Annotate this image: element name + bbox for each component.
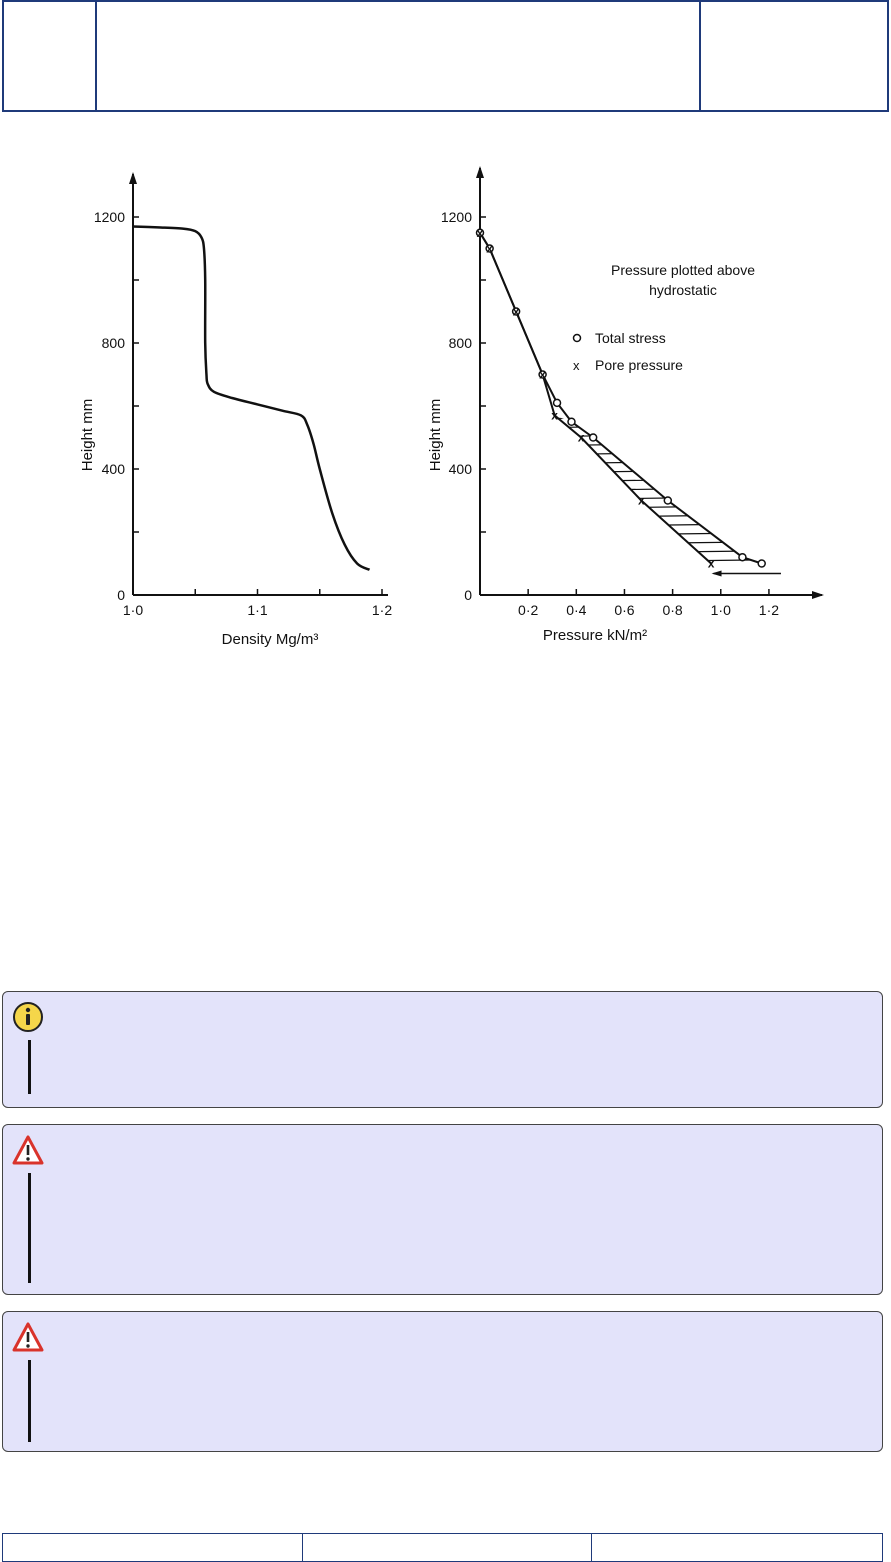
x-tick-label: 0·6: [614, 602, 634, 618]
total-stress-point: [538, 370, 547, 379]
note-bar: [28, 1360, 31, 1442]
hatch-line: [554, 415, 762, 420]
y-axis-label: Height mm: [427, 399, 444, 472]
footer-cell-right: [591, 1534, 882, 1561]
header-cell-center: [95, 2, 699, 110]
legend: Total stress x Pore pressure: [572, 330, 683, 373]
hatch-line: [554, 523, 762, 528]
pore-pressure-point: x: [638, 494, 645, 508]
x-tick-label: 1·2: [759, 602, 779, 618]
warning-icon: [12, 1322, 44, 1352]
x-tick-label: 1·2: [372, 602, 392, 618]
x-axis-label: Density Mg/m³: [222, 631, 319, 648]
warning-icon: [12, 1135, 44, 1165]
footer-frame: [2, 1533, 883, 1562]
hatch-line: [554, 442, 762, 447]
total-stress-line: [479, 232, 763, 565]
pore-pressure-point: x: [578, 431, 585, 445]
total-stress-point: [485, 244, 494, 253]
total-stress-point: [567, 417, 576, 426]
hatch-line: [554, 469, 762, 474]
pressure-chart: Height mm Pressure kN/m² Pressure plotte…: [420, 160, 830, 660]
bottom-arrow-head: [711, 570, 722, 577]
hatch-line: [554, 451, 762, 456]
pore-pressure-point: x: [551, 408, 558, 422]
y-tick-label: 1200: [441, 209, 472, 225]
pore-pressure-point: x: [486, 242, 493, 256]
y-tick-label: 0: [117, 587, 125, 603]
pore-pressure-point: x: [477, 226, 484, 240]
x-tick-label: 0·4: [566, 602, 586, 618]
note-bar: [28, 1173, 31, 1283]
total-stress-point: [475, 228, 485, 237]
pore-pressure-point: x: [513, 305, 520, 319]
info-icon: [13, 1002, 43, 1032]
total-stress-point: [663, 496, 673, 505]
hatch-line: [554, 487, 762, 492]
x-tick-label: 1·1: [247, 602, 267, 618]
legend-marker-pore-pressure: x: [573, 358, 580, 373]
y-tick-label: 800: [449, 335, 473, 351]
y-tick-label: 0: [464, 587, 472, 603]
total-stress-point: [738, 552, 747, 562]
hatch-line: [554, 460, 762, 465]
pore-pressure-line: [479, 232, 712, 565]
footer-cell-left: [3, 1534, 302, 1561]
header-cell-right: [699, 2, 887, 110]
y-tick-label: 400: [102, 461, 126, 477]
density-curve: [132, 225, 371, 571]
x-axis-label: Pressure kN/m²: [543, 627, 647, 644]
x-tick-label: 0·8: [662, 602, 682, 618]
hatch-line: [554, 541, 762, 546]
density-chart-svg: Height mm Density Mg/m³ 1·0 1·1 1·2 0 400 800…: [79, 172, 392, 648]
warning-note-box-2: [2, 1311, 883, 1452]
total-stress-point: [552, 398, 562, 408]
pressure-chart-svg: Height mm Pressure kN/m² Pressure plotte…: [427, 166, 824, 644]
density-chart: Height mm Density Mg/m³ 1·0 1·1 1·2 0 400 800…: [60, 160, 410, 660]
x-axis-arrow: [812, 591, 824, 599]
total-stress-point: [511, 307, 521, 316]
x-tick-label: 0·2: [518, 602, 538, 618]
annotation-line-2: hydrostatic: [649, 282, 717, 298]
legend-label-total-stress: Total stress: [595, 330, 666, 346]
hatch-line: [554, 496, 762, 501]
y-tick-label: 1200: [94, 209, 125, 225]
warning-note-box-1: [2, 1124, 883, 1295]
hatch-line: [554, 478, 762, 483]
header-frame: [2, 0, 889, 112]
y-axis-arrow: [129, 172, 137, 184]
total-stress-point: [588, 433, 598, 442]
hatch-line: [540, 569, 781, 572]
x-tick-label: 1·0: [711, 602, 731, 618]
footer-cell-center: [302, 1534, 591, 1561]
info-note-box: [2, 991, 883, 1108]
y-axis-arrow: [476, 166, 484, 178]
pore-pressure-point: x: [708, 557, 715, 571]
hatch-line: [554, 550, 762, 555]
x-tick-label: 1·0: [123, 602, 143, 618]
note-bar: [28, 1040, 31, 1094]
header-cell-left: [4, 2, 95, 110]
legend-marker-total-stress: [572, 333, 582, 343]
y-axis-label: Height mm: [79, 399, 96, 472]
y-tick-label: 400: [449, 461, 473, 477]
legend-label-pore-pressure: Pore pressure: [595, 357, 683, 373]
annotation-line-1: Pressure plotted above: [611, 262, 755, 278]
y-tick-label: 800: [102, 335, 126, 351]
hatch-line: [554, 505, 762, 510]
hatch-line: [554, 532, 762, 537]
pore-pressure-point: x: [539, 368, 546, 382]
total-stress-point: [757, 559, 766, 568]
